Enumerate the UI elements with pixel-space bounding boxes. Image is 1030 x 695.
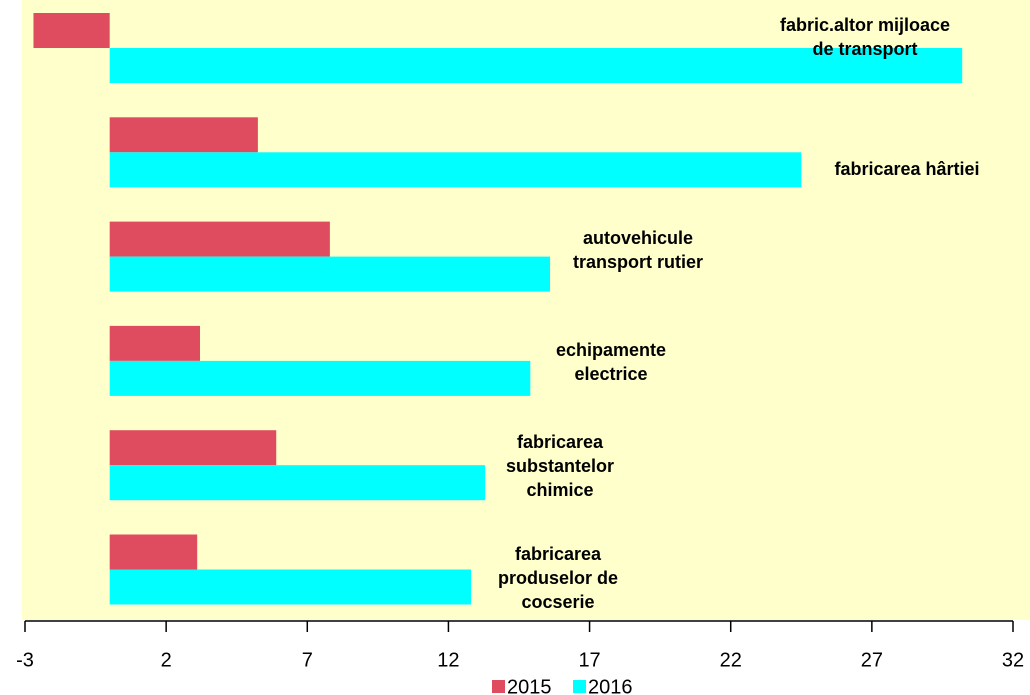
category-label: fabric.altor mijloace de transport [780, 15, 950, 59]
category-label: fabricarea produselor de cocserie [498, 544, 618, 612]
x-tick-label: 27 [861, 649, 883, 671]
bar [109, 569, 472, 605]
bar [109, 430, 277, 466]
bar [109, 48, 963, 83]
category-label: fabricarea hârtiei [834, 159, 979, 179]
category-label: fabricarea substantelor chimice [506, 432, 614, 500]
category-label: echipamente electrice [556, 340, 666, 384]
bar [109, 325, 201, 361]
legend-swatch [492, 680, 505, 693]
x-tick-label: -3 [16, 649, 34, 671]
x-tick-label: 22 [720, 649, 742, 671]
bar [109, 152, 802, 188]
x-tick-label: 7 [302, 649, 313, 671]
bar [109, 534, 198, 570]
legend-label: 2016 [588, 676, 633, 695]
x-tick-label: 32 [1002, 649, 1024, 671]
bar [109, 360, 531, 396]
x-tick-label: 17 [578, 649, 600, 671]
bar [109, 117, 258, 153]
plot-area [22, 0, 1030, 620]
x-tick-label: 2 [161, 649, 172, 671]
bar [109, 465, 486, 501]
x-tick-label: 12 [437, 649, 459, 671]
bar [109, 256, 551, 292]
legend-label: 2015 [507, 676, 552, 695]
legend-swatch [573, 680, 586, 693]
bar [109, 221, 330, 257]
category-label: autovehicule transport rutier [573, 228, 703, 272]
bar [33, 13, 110, 48]
